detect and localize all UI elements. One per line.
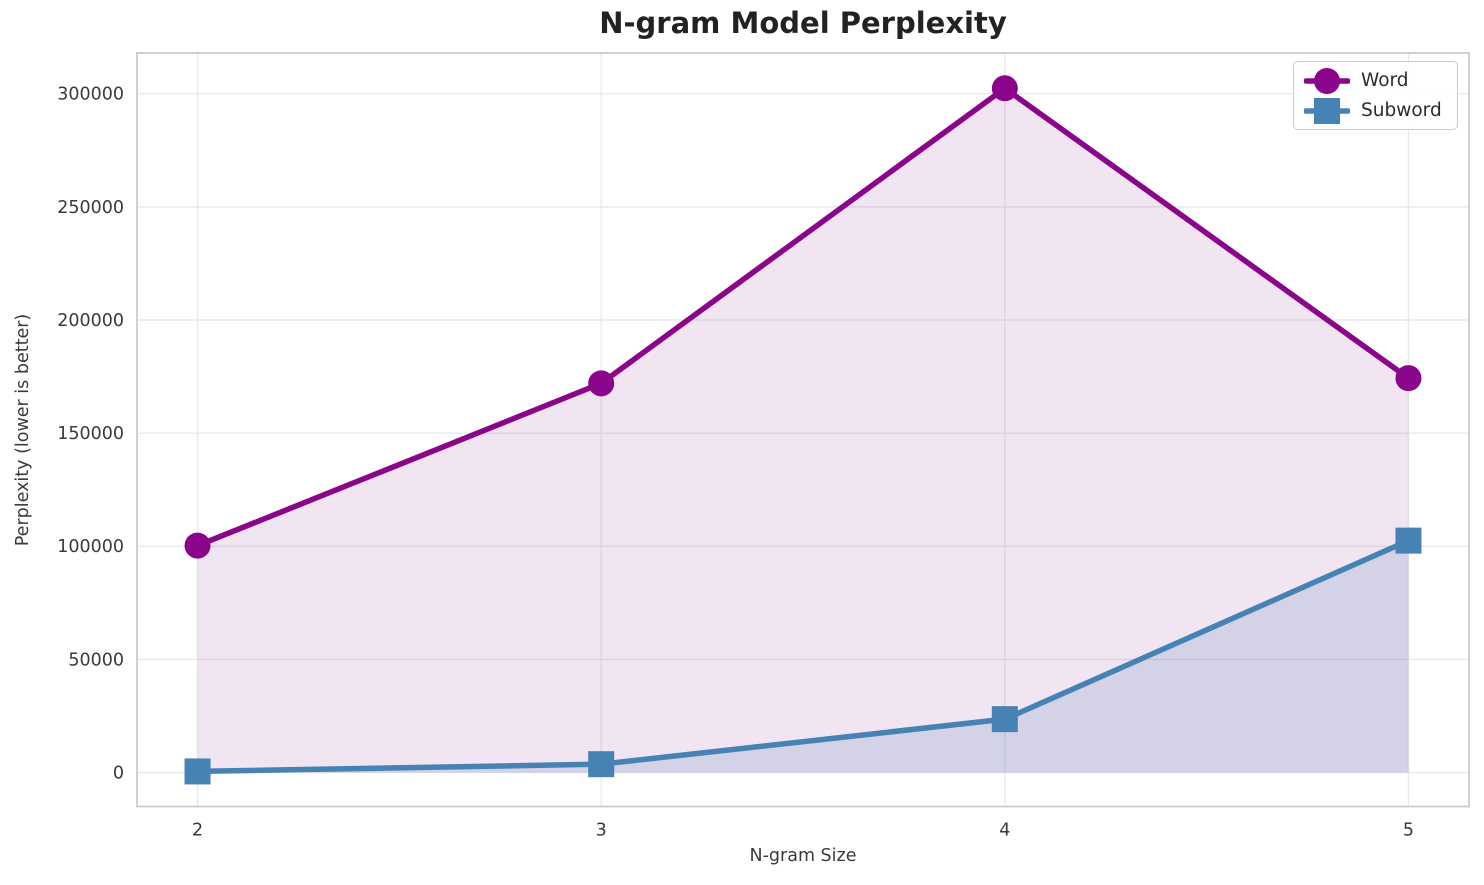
legend-entry-subword: Subword: [1304, 96, 1447, 126]
area-fill-subword: [197, 540, 1409, 773]
y-tick-label-100000: 100000: [57, 537, 124, 557]
chart-title: N-gram Model Perplexity: [599, 6, 1007, 40]
legend-marker-subword-square-icon: [1304, 98, 1350, 124]
y-tick-label-200000: 200000: [57, 311, 124, 331]
y-tick-label-50000: 50000: [68, 650, 124, 670]
area-fill-word: [197, 88, 1409, 773]
legend-marker-word-circle-icon: [1304, 68, 1350, 94]
legend-label-word: Word: [1361, 69, 1409, 91]
legend: Word Subword: [1293, 61, 1458, 130]
x-tick-label-5: 5: [1403, 821, 1414, 841]
x-tick-label-3: 3: [596, 821, 607, 841]
y-tick-label-300000: 300000: [57, 85, 124, 105]
series-line-subword: [194, 537, 1412, 775]
legend-entry-word: Word: [1304, 66, 1447, 96]
marker-word-n3: [588, 370, 615, 397]
y-tick-label-150000: 150000: [57, 424, 124, 444]
marker-word-n5: [1395, 365, 1422, 392]
marker-subword-n3: [588, 751, 615, 778]
marker-subword-n2: [184, 758, 211, 785]
legend-label-subword: Subword: [1361, 99, 1442, 121]
marker-word-n2: [184, 532, 211, 559]
x-axis-label: N-gram Size: [749, 846, 857, 866]
y-tick-label-250000: 250000: [57, 198, 124, 218]
x-tick-label-4: 4: [999, 821, 1010, 841]
marker-subword-n5: [1395, 527, 1422, 554]
axes-spines: [136, 52, 1470, 808]
series-line-word: [194, 85, 1412, 549]
y-tick-label-0: 0: [113, 764, 124, 784]
marker-word-n4: [991, 75, 1018, 102]
marker-subword-n4: [991, 706, 1018, 733]
x-tick-label-2: 2: [192, 821, 203, 841]
y-axis-label: Perplexity (lower is better): [13, 313, 33, 547]
